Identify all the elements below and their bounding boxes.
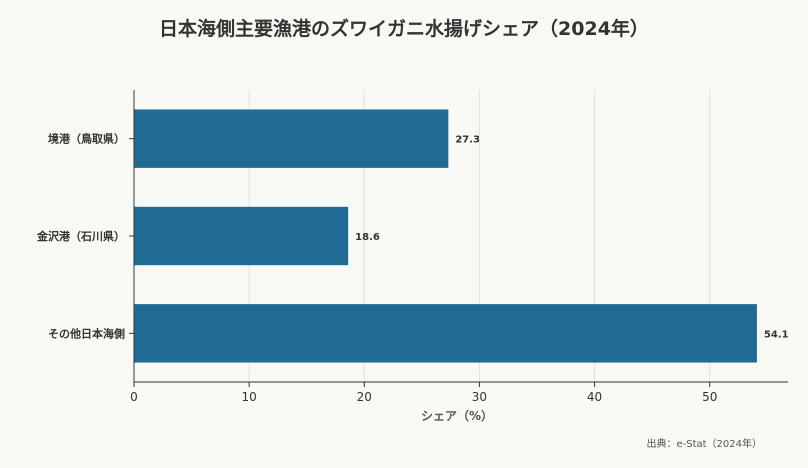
- x-axis-title: シェア（%）: [421, 408, 493, 423]
- bars: [134, 109, 757, 363]
- x-tick-label: 30: [472, 390, 487, 404]
- source-note: 出典：e-Stat（2024年）: [646, 439, 762, 450]
- x-tick-label: 0: [130, 390, 138, 404]
- bar-value-label: 54.1: [764, 329, 789, 340]
- bar: [134, 206, 349, 266]
- bar-value-label: 18.6: [355, 232, 380, 243]
- category-label: 境港（鳥取県）: [48, 132, 125, 146]
- axes: [129, 90, 788, 387]
- bar: [134, 304, 757, 363]
- x-tick-label: 40: [587, 390, 602, 404]
- chart-title: 日本海側主要漁港のズワイガニ水揚げシェア（2024年）: [159, 18, 649, 40]
- labels: 27.3 境港（鳥取県） 18.6 金沢港（石川県） 54.1 その他日本海側 0 10 20 3…: [36, 132, 789, 404]
- x-tick-label: 20: [357, 390, 372, 404]
- bar: [134, 109, 449, 168]
- x-tick-label: 50: [702, 390, 717, 404]
- bar-value-label: 27.3: [455, 135, 480, 146]
- x-tick-label: 10: [242, 390, 257, 404]
- category-label: その他日本海側: [48, 326, 125, 340]
- category-label: 金沢港（石川県）: [36, 229, 125, 243]
